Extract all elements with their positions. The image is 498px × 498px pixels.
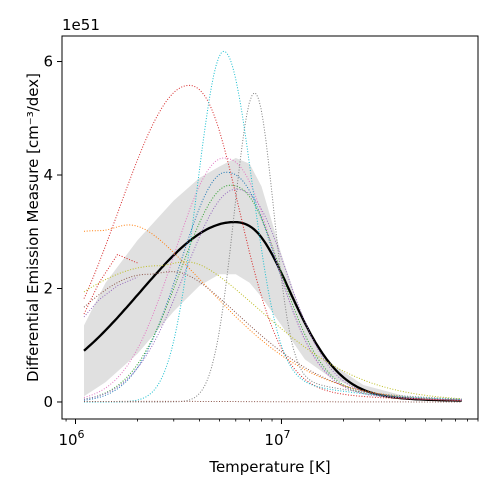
y-tick-label: 2 [43, 279, 53, 297]
y-tick-label: 0 [43, 393, 53, 411]
series-line-7 [83, 157, 462, 401]
y-tick-label: 6 [43, 53, 53, 71]
x-tick-exponent: 6 [78, 428, 85, 441]
uncertainty-band [84, 158, 462, 402]
plot-frame [61, 35, 479, 420]
uncertainty-band-layer [84, 158, 462, 402]
x-axis-label: Temperature [K] [208, 458, 330, 476]
x-tick-label: 106 [58, 428, 84, 449]
x-tick-exponent: 7 [284, 428, 291, 441]
series-line-9 [83, 261, 462, 400]
series-line-6 [83, 271, 462, 402]
series-layer [83, 50, 462, 403]
y-axis-label: Differential Emission Measure [cm⁻³/dex] [24, 73, 42, 382]
y-offset-label: 1e51 [62, 16, 100, 34]
series-line-2 [83, 224, 462, 401]
x-tick-label: 107 [264, 428, 290, 449]
series-line-4 [83, 84, 462, 401]
series-line-8 [84, 92, 462, 403]
series-line-3 [83, 184, 462, 401]
series-line-12 [83, 253, 138, 315]
series-line-11 [84, 400, 462, 403]
y-tick-label: 4 [43, 166, 53, 184]
series-line-13 [83, 276, 138, 318]
